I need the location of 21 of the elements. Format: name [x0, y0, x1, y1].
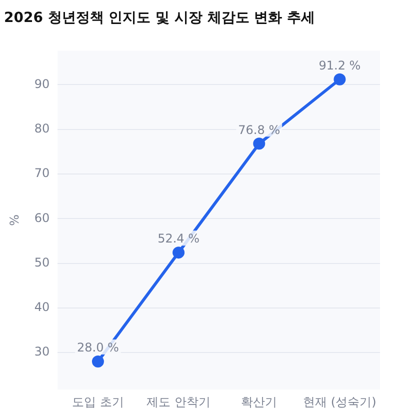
- y-tick-label: 80: [34, 121, 50, 136]
- y-tick-label: 90: [34, 76, 50, 91]
- point: [92, 355, 104, 368]
- x-tick-label: 현재 (성숙기): [303, 394, 376, 409]
- y-tick-label: 50: [34, 255, 50, 270]
- y-tick-label: 30: [34, 344, 50, 359]
- point: [334, 73, 346, 86]
- data-label: 52.4 %: [158, 232, 200, 246]
- y-tick-label: 40: [34, 300, 50, 314]
- y-tick-label: 60: [34, 210, 50, 225]
- point: [172, 246, 185, 259]
- y-axis-title: %: [7, 214, 22, 226]
- x-tick-label: 제도 안착기: [146, 394, 210, 409]
- data-label: 28.0 %: [76, 340, 119, 355]
- chart-title: 2026 청년정책 인지도 및 시장 체감도 변화 추세: [4, 10, 316, 26]
- y-tick-label: 70: [34, 166, 50, 180]
- x-tick-label: 도입 초기: [72, 394, 124, 409]
- x-tick-label: 확산기: [241, 394, 278, 409]
- data-label: 91.2 %: [318, 58, 361, 72]
- point: [253, 138, 266, 150]
- data-label: 76.8 %: [238, 122, 280, 137]
